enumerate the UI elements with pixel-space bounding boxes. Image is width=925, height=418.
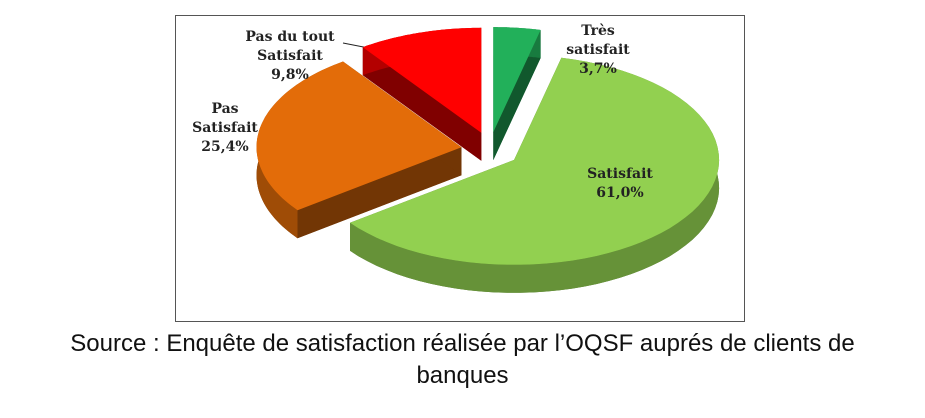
- value-label: 9,8%: [271, 67, 309, 83]
- slice-label: Pas du tout Satisfait 9,8%: [230, 28, 350, 85]
- value-label: 25,4%: [201, 139, 249, 155]
- chart-frame: [175, 15, 745, 322]
- category-label: Satisfait: [587, 166, 653, 182]
- value-label: 61,0%: [596, 185, 644, 201]
- slice-side: [297, 147, 462, 239]
- value-label: 3,7%: [579, 61, 617, 77]
- category-label: Pas Satisfait: [192, 101, 258, 136]
- slice-label: Très satisfait 3,7%: [548, 22, 648, 79]
- slice: [350, 57, 720, 265]
- slice-side: [362, 47, 482, 161]
- slice-side: [493, 30, 541, 161]
- slice: [362, 27, 482, 133]
- source-text: Source : Enquête de satisfaction réalisé…: [70, 330, 855, 389]
- category-label: Pas du tout Satisfait: [245, 29, 335, 64]
- slice: [493, 27, 541, 133]
- slice-side: [350, 57, 720, 293]
- slice: [256, 61, 462, 211]
- source: Source : Enquête de satisfaction réalisé…: [0, 328, 925, 392]
- slice-label: Pas Satisfait 25,4%: [170, 100, 280, 157]
- category-label: Très satisfait: [566, 23, 630, 58]
- slice-label: Satisfait 61,0%: [560, 165, 680, 203]
